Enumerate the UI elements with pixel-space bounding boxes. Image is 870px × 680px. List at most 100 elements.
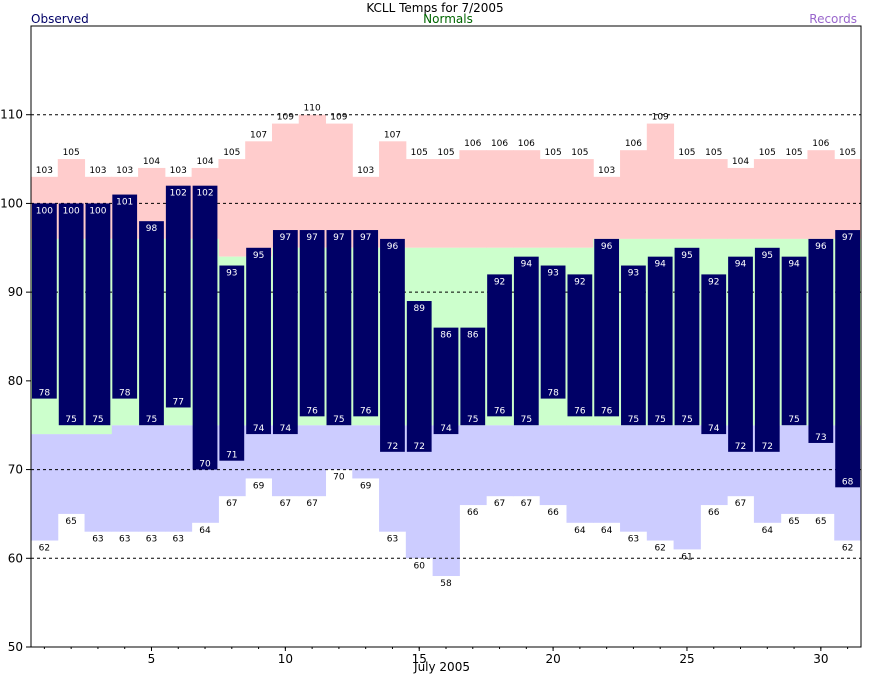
record-low-band	[325, 425, 353, 470]
observed-low-label: 71	[226, 451, 237, 461]
record-low-band	[164, 425, 193, 532]
record-high-band	[486, 150, 514, 248]
y-tick-label: 80	[8, 374, 23, 388]
observed-low-label: 76	[306, 406, 318, 416]
observed-high-label: 102	[196, 189, 213, 199]
record-low-label: 64	[601, 526, 613, 536]
record-high-label: 109	[277, 113, 294, 123]
observed-high-label: 95	[253, 251, 264, 261]
observed-high-label: 92	[574, 277, 585, 287]
record-low-label: 65	[65, 517, 76, 527]
record-high-label: 103	[598, 166, 615, 176]
record-low-label: 70	[333, 473, 345, 483]
record-low-label: 67	[494, 499, 505, 509]
record-high-band	[673, 159, 701, 239]
record-high-band	[298, 114, 327, 248]
observed-bar	[728, 256, 753, 452]
record-high-band	[325, 123, 353, 248]
record-low-label: 66	[467, 508, 479, 518]
observed-bar	[647, 256, 673, 426]
record-low-band	[486, 425, 514, 497]
y-tick-label: 50	[8, 640, 23, 654]
observed-bar	[835, 230, 860, 488]
observed-bar	[540, 265, 566, 399]
record-high-band	[271, 123, 300, 248]
observed-low-label: 72	[735, 442, 746, 452]
observed-bar	[380, 238, 405, 452]
observed-low-label: 74	[280, 424, 292, 434]
record-low-label: 66	[547, 508, 559, 518]
observed-bar	[32, 203, 57, 399]
observed-bar	[460, 327, 486, 426]
record-high-label: 107	[384, 130, 401, 140]
observed-bar	[246, 247, 271, 435]
record-low-label: 69	[253, 481, 265, 491]
observed-low-label: 72	[762, 442, 773, 452]
observed-low-label: 75	[467, 415, 478, 425]
observed-low-label: 75	[521, 415, 532, 425]
observed-low-label: 75	[788, 415, 799, 425]
observed-high-label: 97	[333, 233, 344, 243]
observed-bar	[513, 256, 539, 426]
x-tick-label: 10	[278, 652, 293, 666]
record-high-band	[459, 150, 487, 248]
record-high-label: 105	[411, 148, 428, 158]
record-low-band	[31, 434, 59, 541]
observed-high-label: 100	[89, 206, 106, 216]
record-low-label: 62	[39, 544, 50, 554]
observed-high-label: 96	[815, 242, 827, 252]
record-low-label: 66	[708, 508, 720, 518]
record-low-band	[566, 425, 594, 523]
record-low-label: 64	[762, 526, 774, 536]
record-low-band	[700, 425, 728, 506]
record-high-label: 103	[116, 166, 133, 176]
record-high-label: 103	[357, 166, 374, 176]
record-low-label: 63	[173, 535, 184, 545]
record-high-label: 106	[464, 139, 481, 149]
observed-high-label: 95	[681, 251, 692, 261]
record-low-band	[646, 425, 675, 541]
observed-high-label: 96	[601, 242, 613, 252]
record-high-label: 105	[839, 148, 856, 158]
record-low-label: 69	[360, 481, 372, 491]
record-low-label: 61	[681, 552, 692, 562]
observed-low-label: 74	[253, 424, 265, 434]
observed-bar	[299, 230, 325, 417]
observed-low-label: 70	[199, 460, 211, 470]
record-high-label: 107	[250, 130, 267, 140]
legend-normals: Normals	[423, 12, 473, 26]
record-high-label: 105	[785, 148, 802, 158]
observed-high-label: 100	[63, 206, 80, 216]
record-low-label: 63	[119, 535, 130, 545]
observed-high-label: 93	[547, 269, 558, 279]
record-high-band	[593, 176, 621, 239]
observed-high-label: 94	[788, 260, 800, 270]
observed-bar	[353, 230, 379, 417]
observed-low-label: 73	[815, 433, 826, 443]
record-low-label: 65	[788, 517, 799, 527]
observed-high-label: 94	[521, 260, 533, 270]
record-low-band	[271, 425, 300, 497]
x-axis-label: July 2005	[413, 660, 470, 674]
observed-low-label: 68	[842, 477, 854, 487]
observed-low-label: 75	[654, 415, 665, 425]
observed-low-label: 78	[119, 389, 131, 399]
record-high-band	[807, 150, 835, 239]
observed-bar	[808, 238, 834, 443]
record-low-label: 63	[628, 535, 639, 545]
observed-bar	[621, 265, 646, 426]
record-low-label: 67	[280, 499, 291, 509]
record-high-label: 110	[304, 104, 321, 114]
record-high-label: 103	[89, 166, 106, 176]
record-low-label: 67	[306, 499, 317, 509]
record-high-label: 104	[143, 157, 160, 167]
record-low-band	[620, 425, 648, 532]
observed-high-label: 98	[146, 224, 158, 234]
record-high-label: 104	[196, 157, 213, 167]
observed-bar	[433, 327, 459, 435]
observed-bar	[85, 203, 111, 426]
observed-bar	[219, 265, 245, 461]
observed-high-label: 97	[360, 233, 371, 243]
